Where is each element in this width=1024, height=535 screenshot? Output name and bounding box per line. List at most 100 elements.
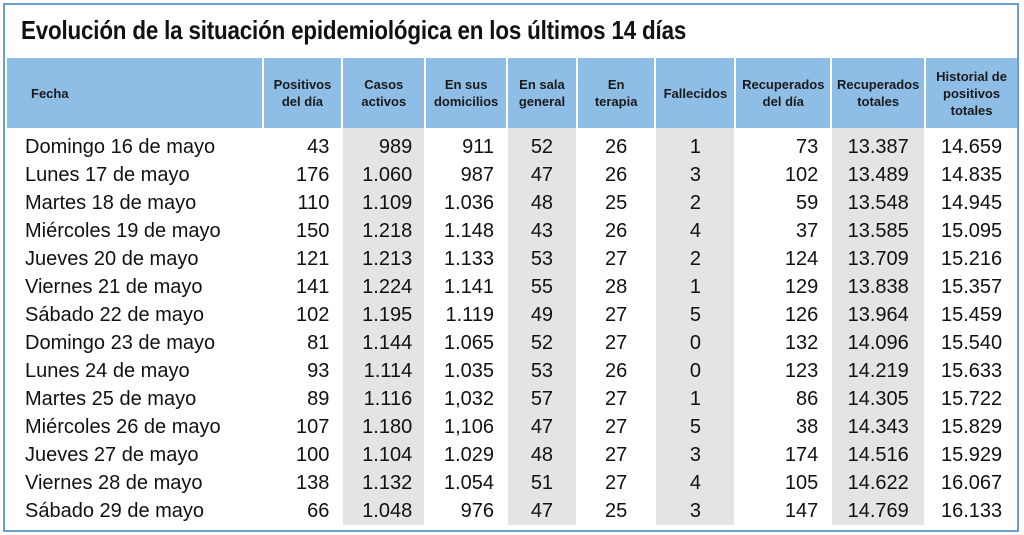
cell-historial-positivos: 15.357 [925,273,1017,301]
header-activos-line-2: activos [361,94,407,109]
header-casos-activos: Casos activos [342,58,427,128]
cell-en-sala-general: 53 [507,357,578,385]
header-historial-line-1: Historial de [936,68,1007,84]
table-row: Sábado 22 de mayo 102 1.195 1.119 49 27 5 126 13… [7,301,1017,329]
cell-en-sus-domicilios: 1.148 [425,217,509,245]
cell-casos-activos: 1.180 [342,413,427,441]
cell-fallecidos: 4 [655,469,737,497]
table-row: Jueves 20 de mayo 121 1.213 1.133 53 27 2 124 13… [7,245,1017,273]
header-sala-line-1: En sala [519,77,565,92]
cell-fallecidos: 3 [655,161,737,189]
cell-positivos-del-dia: 102 [262,301,344,329]
table-row: Sábado 29 de mayo 66 1.048 976 47 25 3 147 14.76… [7,497,1017,525]
table-row: Domingo 16 de mayo 43 989 911 52 26 1 73 13.387 1… [7,128,1017,161]
cell-fallecidos: 1 [655,273,737,301]
cell-positivos-del-dia: 150 [262,217,344,245]
table-header-row: Fecha Positivos del día Casos activos En… [7,58,1017,128]
cell-fecha: Domingo 23 de mayo [7,329,264,357]
cell-en-sus-domicilios: 1.119 [425,301,509,329]
cell-fallecidos: 3 [655,497,737,525]
header-sala-line-2: general [518,94,566,109]
cell-historial-positivos: 15.095 [925,217,1017,245]
cell-en-sus-domicilios: 1.133 [425,245,509,273]
cell-casos-activos: 1.104 [342,441,427,469]
cell-en-sus-domicilios: 911 [425,128,509,161]
cell-fallecidos: 0 [655,357,737,385]
cell-en-sala-general: 52 [507,128,578,161]
cell-recuperados-del-dia: 124 [735,245,833,273]
cell-historial-positivos: 15.829 [925,413,1017,441]
cell-casos-activos: 989 [342,128,427,161]
cell-historial-positivos: 15.216 [925,245,1017,273]
cell-recuperados-del-dia: 59 [735,189,833,217]
cell-recuperados-del-dia: 73 [735,128,833,161]
cell-recuperados-del-dia: 105 [735,469,833,497]
cell-historial-positivos: 15.540 [925,329,1017,357]
cell-recuperados-totales: 13.548 [831,189,927,217]
cell-fallecidos: 2 [655,189,737,217]
cell-en-sus-domicilios: 1.035 [425,357,509,385]
header-historial-line-3: totales [950,102,993,118]
table-row: Viernes 28 de mayo 138 1.132 1.054 51 27 4 105 1… [7,469,1017,497]
cell-fecha: Lunes 24 de mayo [7,357,264,385]
cell-recuperados-totales: 14.622 [831,469,927,497]
header-recuperados-dia-line-1: Recuperados [742,77,825,92]
report-frame: Evolución de la situación epidemiológica… [3,3,1019,532]
epidemiological-table: Fecha Positivos del día Casos activos En… [7,58,1017,525]
cell-en-sala-general: 47 [507,497,578,525]
cell-casos-activos: 1.213 [342,245,427,273]
cell-casos-activos: 1.109 [342,189,427,217]
cell-recuperados-totales: 13.964 [831,301,927,329]
cell-casos-activos: 1.116 [342,385,427,413]
cell-fecha: Jueves 27 de mayo [7,441,264,469]
cell-recuperados-totales: 13.387 [831,128,927,161]
cell-en-sus-domicilios: 1.029 [425,441,509,469]
cell-recuperados-del-dia: 129 [735,273,833,301]
cell-en-terapia: 25 [576,189,657,217]
cell-en-terapia: 27 [576,441,657,469]
header-recuperados-totales: Recuperados totales [831,58,927,128]
report-title: Evolución de la situación epidemiológica… [21,15,687,45]
cell-casos-activos: 1.132 [342,469,427,497]
cell-historial-positivos: 16.133 [925,497,1017,525]
cell-positivos-del-dia: 138 [262,469,344,497]
cell-recuperados-del-dia: 37 [735,217,833,245]
cell-recuperados-del-dia: 38 [735,413,833,441]
table-row: Lunes 17 de mayo 176 1.060 987 47 26 3 102 13.48… [7,161,1017,189]
cell-positivos-del-dia: 100 [262,441,344,469]
header-domicilios-line-2: domicilios [433,94,499,109]
cell-recuperados-totales: 13.838 [831,273,927,301]
cell-en-sala-general: 47 [507,413,578,441]
cell-en-sala-general: 49 [507,301,578,329]
cell-fallecidos: 4 [655,217,737,245]
cell-recuperados-totales: 14.305 [831,385,927,413]
cell-positivos-del-dia: 89 [262,385,344,413]
header-historial-line-2: positivos [943,85,1001,101]
table-row: Lunes 24 de mayo 93 1.114 1.035 53 26 0 123 14.2… [7,357,1017,385]
header-sala-general: En sala general [507,58,578,128]
cell-fecha: Miércoles 19 de mayo [7,217,264,245]
cell-positivos-del-dia: 93 [262,357,344,385]
cell-en-terapia: 26 [576,128,657,161]
cell-recuperados-totales: 13.585 [831,217,927,245]
cell-en-terapia: 25 [576,497,657,525]
header-positivos: Positivos del día [262,58,344,128]
cell-en-sala-general: 51 [507,469,578,497]
cell-recuperados-totales: 14.516 [831,441,927,469]
cell-fallecidos: 3 [655,441,737,469]
cell-en-sus-domicilios: 1.141 [425,273,509,301]
cell-historial-positivos: 16.067 [925,469,1017,497]
cell-recuperados-del-dia: 132 [735,329,833,357]
header-fallecidos-line-1: Fallecidos [663,85,728,101]
cell-casos-activos: 1.218 [342,217,427,245]
cell-en-terapia: 28 [576,273,657,301]
header-activos-line-1: Casos [364,77,404,92]
cell-historial-positivos: 15.929 [925,441,1017,469]
cell-en-terapia: 27 [576,413,657,441]
table-row: Jueves 27 de mayo 100 1.104 1.029 48 27 3 174 14… [7,441,1017,469]
cell-casos-activos: 1.060 [342,161,427,189]
cell-en-sala-general: 52 [507,329,578,357]
cell-recuperados-totales: 14.343 [831,413,927,441]
cell-en-sala-general: 55 [507,273,578,301]
cell-en-sala-general: 47 [507,161,578,189]
